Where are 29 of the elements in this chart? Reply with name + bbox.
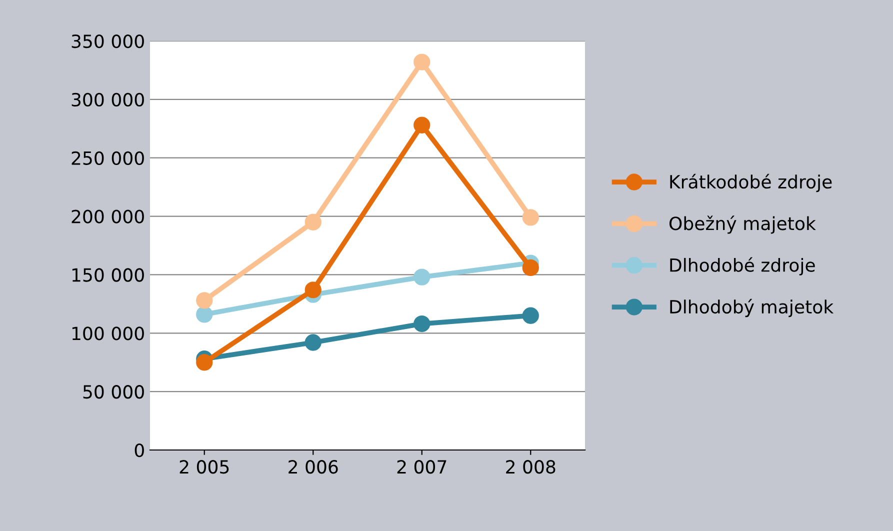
y-tick-label: 200 000	[72, 210, 144, 224]
point	[522, 307, 539, 324]
point	[522, 209, 539, 226]
x-tick-label: 2 005	[180, 460, 229, 474]
y-tick-label: 300 000	[72, 92, 144, 107]
legend-label: Obežný majetok	[669, 216, 816, 234]
y-tick-label: 50 000	[83, 385, 144, 399]
point	[414, 116, 430, 134]
x-tick-label: 2 008	[506, 460, 556, 474]
y-tick-label: 100 000	[72, 326, 144, 340]
y-tick-label: 0	[134, 443, 144, 458]
legend-label: Krátkodobé zdroje	[670, 174, 832, 192]
y-tick-label: 350 000	[72, 34, 144, 48]
y-tick-label: 150 000	[72, 268, 144, 282]
legend-label: Dlhodobý majetok	[670, 298, 834, 318]
point	[414, 54, 430, 70]
y-tick-label: 250 000	[72, 151, 144, 165]
point	[196, 354, 213, 371]
point	[522, 259, 539, 276]
point	[196, 306, 213, 323]
point	[304, 334, 322, 351]
point	[304, 282, 322, 298]
x-tick-label: 2 007	[397, 460, 446, 474]
legend-label: Dlhodobé zdroje	[670, 257, 815, 276]
point	[304, 214, 322, 230]
point	[414, 315, 430, 332]
point	[196, 292, 213, 309]
x-tick-label: 2 006	[288, 460, 338, 474]
point	[414, 268, 430, 286]
